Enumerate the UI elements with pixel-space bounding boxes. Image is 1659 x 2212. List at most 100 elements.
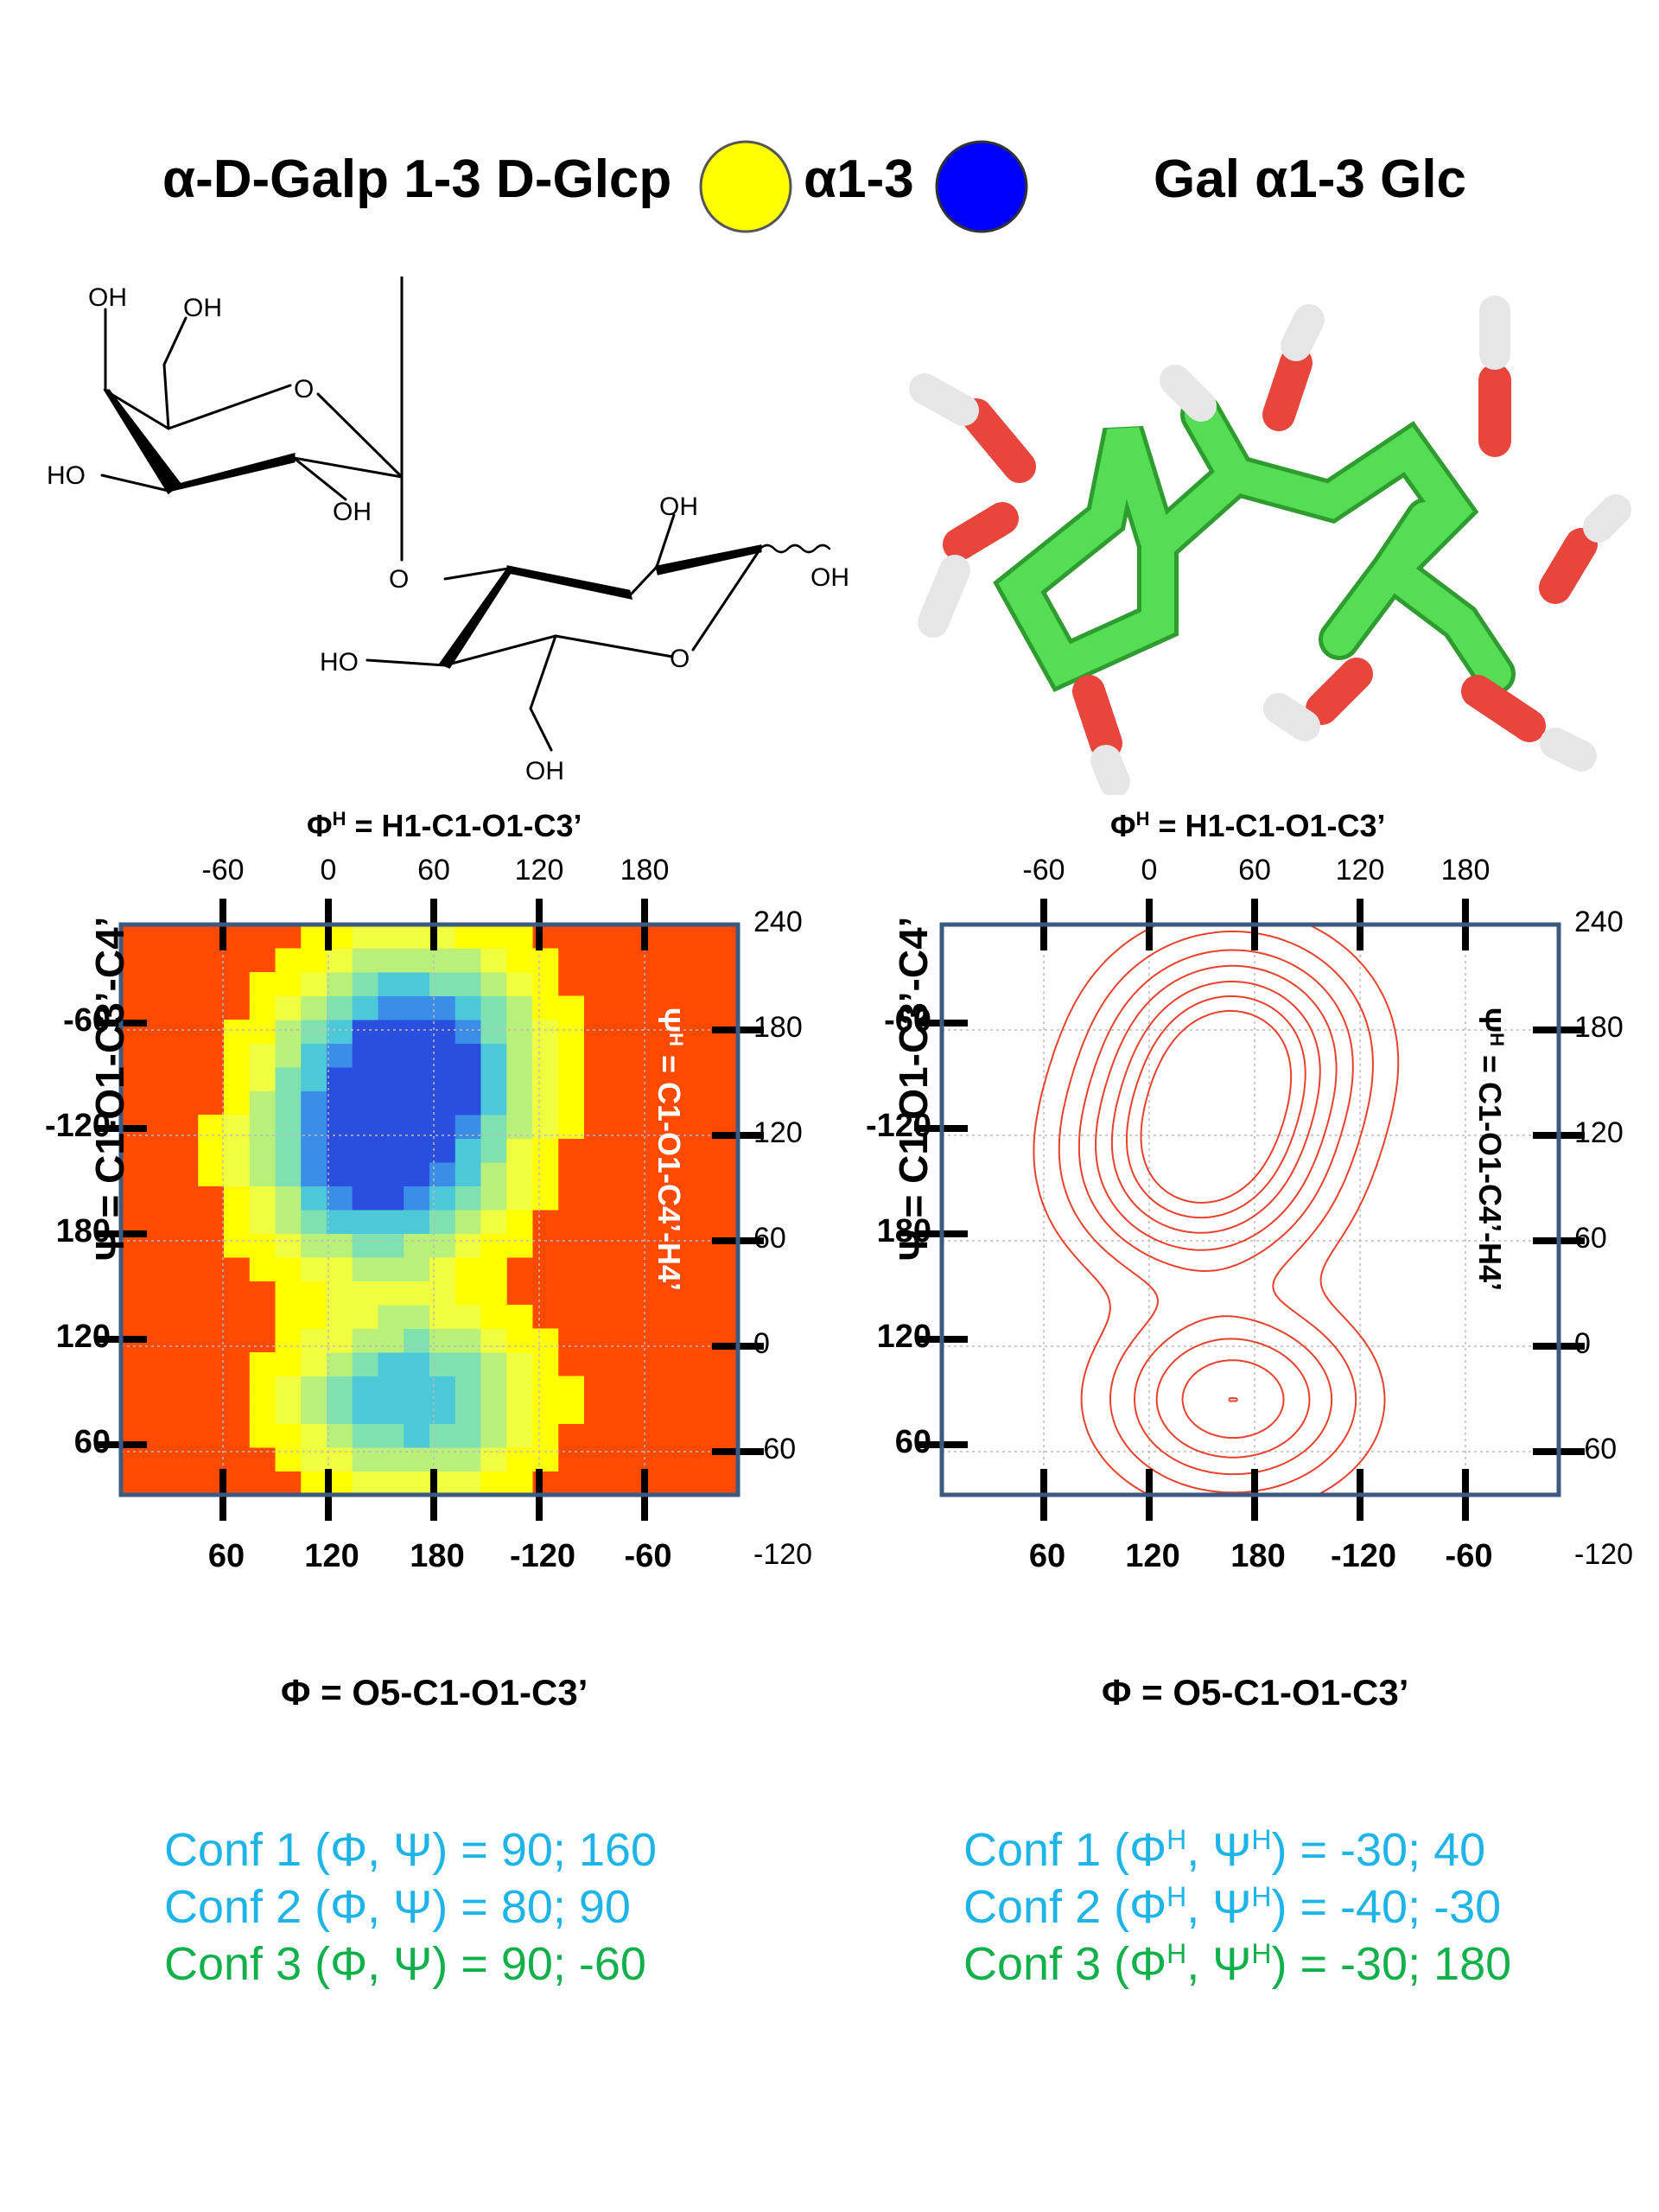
heatmap-cell [275,1257,302,1281]
heatmap-cell [506,925,533,949]
heatmap-cell [352,1328,378,1353]
heatmap-cell [404,1067,430,1091]
heatmap-cell [224,1043,251,1068]
conf-1-left: Conf 1 (Φ, Ψ) = 90; 160 [164,1824,657,1876]
heatmap-cell [352,1423,378,1448]
heatmap-cell [249,1185,276,1211]
heatmap-cell [275,1138,302,1163]
conformations-right: Conf 1 (ΦH, ΨH) = -30; 40 Conf 2 (ΦH, ΨH… [963,1823,1511,1991]
heatmap-cell [275,1185,302,1211]
heatmap-cell [404,1376,430,1401]
heatmap-cell [378,1043,404,1068]
heatmap-chart [95,899,764,1521]
heatmap-cell [378,1162,404,1186]
heatmap-cell [404,1447,430,1471]
heatmap-cell [249,1067,276,1091]
heatmap-cell [506,1067,533,1091]
contour-chart [916,899,1585,1521]
right-tick-label: 240 [1574,906,1624,938]
heatmap-cell [301,1067,327,1091]
heatmap-cell [532,995,559,1020]
heatmap-cell [480,1020,507,1044]
heatmap-cell [301,1328,327,1353]
heatmap-cell [249,995,276,1020]
heatmap-cell [480,1328,507,1353]
heatmap-cell [327,1376,353,1401]
heatmap-cell [480,1257,507,1281]
heatmap-cell [454,1210,481,1234]
heatmap-cell [224,1138,251,1163]
heatmap-cell [301,1471,327,1496]
heatmap-cell [454,1423,481,1448]
contour-line [1058,931,1374,1494]
heatmap-cell [532,1043,559,1068]
heatmap-cell [352,1210,378,1234]
heatmap-cell [404,1210,430,1234]
right-tick-label: 240 [753,906,803,938]
heatmap-cell [224,1020,251,1044]
heatmap-cell [532,1376,559,1401]
heatmap-cell [454,1020,481,1044]
left-tick-label: -60 [884,1002,931,1039]
bottom-tick-label: 60 [1028,1538,1066,1574]
heatmap-cell [275,995,302,1020]
heatmap-cell [352,948,378,973]
left-tick-label: 60 [894,1424,931,1460]
heatmap-cell [480,1471,507,1496]
right-tick-label: 60 [1574,1222,1607,1255]
heatmap-cell [480,972,507,996]
heatmap-cell [249,1210,276,1234]
left-tick-label: 60 [73,1424,111,1460]
heatmap-cell [506,1138,533,1163]
heatmap-cell [480,1067,507,1091]
heatmap-cell [404,1020,430,1044]
left-tick-label: 120 [55,1319,111,1355]
heatmap-cell [404,1233,430,1258]
galactose-symbol-icon [699,140,792,233]
heatmap-cell [480,1043,507,1068]
heatmap-cell [301,1257,327,1281]
bottom-tick-label: 60 [207,1538,245,1574]
heatmap-cell [301,995,327,1020]
heatmap-cell [327,1305,353,1329]
heatmap-cell [275,1067,302,1091]
heatmap-cell [327,1020,353,1044]
heatmap-cell [378,1400,404,1424]
heatmap-cell [327,1138,353,1163]
heatmap-cell [454,1471,481,1496]
heatmap-cell [480,1352,507,1376]
oh-label: OH [88,283,127,312]
heatmap-cell [378,1281,404,1306]
heatmap-cell [454,1447,481,1471]
heatmap-cell [378,1067,404,1091]
contour-line [1095,964,1338,1459]
bottom-tick-label: -60 [1445,1538,1493,1574]
heatmap-cell [480,1423,507,1448]
heatmap-cell [532,1138,559,1163]
heatmap-cell [532,1185,559,1211]
heatmap-cell [327,1281,353,1306]
heatmap-cell [352,1281,378,1306]
heatmap-cell [249,1043,276,1068]
heatmap-cell [352,1020,378,1044]
plot-frame [118,922,741,1497]
haworth-structure-diagram: OH OH HO O OH O OH OH HO O OH [47,276,849,785]
heatmap-cell [249,1162,276,1186]
heatmap-cell [249,1400,276,1424]
left-tick-label: 180 [876,1213,931,1249]
top-axis-title: ΦH = H1-C1-O1-C3’ [307,808,582,843]
heatmap-cell [249,972,276,996]
conf-2-right: Conf 2 (ΦH, ΨH) = -40; -30 [963,1881,1502,1933]
right-title: Gal α1-3 Glc [1154,149,1467,209]
heatmap-cell [249,1257,276,1281]
heatmap-cell [275,1447,302,1471]
right-axis-title: ΨH = C1-O1-C4’-H4’ [652,1007,687,1292]
heatmap-cell [275,1376,302,1401]
bottom-tick-label: 120 [1125,1538,1180,1574]
heatmap-cell [327,1043,353,1068]
heatmap-cell [557,1067,584,1091]
conf-2-left: Conf 2 (Φ, Ψ) = 80; 90 [164,1881,631,1933]
top-tick-label: 120 [1335,854,1385,887]
heatmap-cell [557,995,584,1020]
heatmap-cell [352,1233,378,1258]
